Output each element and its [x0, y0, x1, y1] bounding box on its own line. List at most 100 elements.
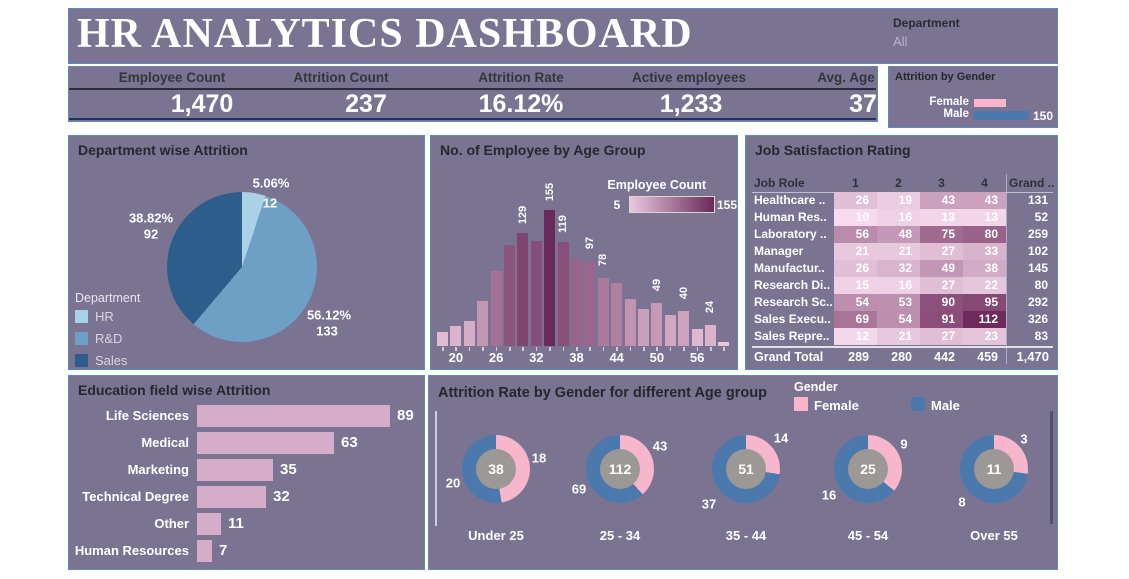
- pie-data-label: 133: [316, 323, 338, 339]
- heat-cell[interactable]: 21: [834, 243, 877, 260]
- heat-cell[interactable]: 22: [963, 277, 1006, 294]
- heat-cell[interactable]: 38: [963, 260, 1006, 277]
- edu-category-label: Other: [154, 516, 189, 531]
- grand-total-value: 280: [891, 350, 912, 364]
- edu-bar[interactable]: [197, 513, 221, 535]
- heat-cell[interactable]: 15: [834, 277, 877, 294]
- heat-cell[interactable]: 27: [920, 328, 963, 345]
- age-bar[interactable]: [557, 242, 569, 346]
- legend-swatch[interactable]: [75, 354, 88, 367]
- age-bar[interactable]: [437, 332, 448, 346]
- age-bar[interactable]: [517, 233, 529, 346]
- heat-cell[interactable]: 26: [834, 192, 877, 209]
- row-label[interactable]: Human Res..: [754, 210, 827, 224]
- age-bar[interactable]: [504, 245, 515, 346]
- age-bar[interactable]: [571, 259, 582, 346]
- heat-cell[interactable]: 112: [963, 311, 1006, 328]
- gender-bar[interactable]: [974, 111, 1029, 120]
- filter-value-dropdown[interactable]: All: [893, 34, 908, 49]
- age-bar[interactable]: [490, 271, 502, 346]
- column-header[interactable]: Grand ..: [1009, 176, 1055, 190]
- heat-cell[interactable]: 32: [877, 260, 920, 277]
- heat-cell[interactable]: 48: [877, 226, 920, 243]
- department-filter[interactable]: Department All: [893, 16, 960, 49]
- age-bar[interactable]: [597, 278, 609, 346]
- column-header[interactable]: 2: [895, 176, 902, 190]
- row-label[interactable]: Manager: [754, 244, 804, 258]
- row-label[interactable]: Research Sc..: [754, 295, 833, 309]
- heat-cell[interactable]: 23: [963, 328, 1006, 345]
- age-bar[interactable]: [651, 303, 663, 346]
- edu-bar[interactable]: [197, 432, 334, 454]
- age-bar[interactable]: [664, 315, 676, 346]
- age-bar[interactable]: [450, 326, 462, 346]
- heat-cell[interactable]: 33: [963, 243, 1006, 260]
- heat-cell[interactable]: 53: [877, 294, 920, 311]
- row-label[interactable]: Healthcare ..: [754, 193, 826, 207]
- female-legend-swatch[interactable]: [794, 397, 808, 411]
- age-bar[interactable]: [584, 261, 596, 346]
- age-bar[interactable]: [477, 301, 489, 346]
- age-bar[interactable]: [463, 321, 475, 346]
- heat-cell[interactable]: 13: [920, 209, 963, 226]
- heat-cell[interactable]: 21: [877, 328, 920, 345]
- row-label[interactable]: Sales Execu..: [754, 312, 831, 326]
- kpi-label: Employee Count: [118, 70, 226, 85]
- heat-cell[interactable]: 90: [920, 294, 963, 311]
- edu-bar[interactable]: [197, 486, 266, 508]
- heat-cell[interactable]: 56: [834, 226, 877, 243]
- heat-cell[interactable]: 43: [920, 192, 963, 209]
- heat-cell[interactable]: 91: [920, 311, 963, 328]
- legend-title: Employee Count: [607, 178, 706, 192]
- heat-cell[interactable]: 27: [920, 243, 963, 260]
- age-bar[interactable]: [530, 241, 542, 346]
- column-header[interactable]: 3: [938, 176, 945, 190]
- age-bar[interactable]: [691, 329, 703, 346]
- heat-cell[interactable]: 75: [920, 226, 963, 243]
- heat-cell[interactable]: 27: [920, 277, 963, 294]
- heat-cell[interactable]: 21: [877, 243, 920, 260]
- heat-cell[interactable]: 13: [963, 209, 1006, 226]
- heat-cell[interactable]: 49: [920, 260, 963, 277]
- age-bar[interactable]: [638, 309, 649, 346]
- heat-cell[interactable]: 54: [834, 294, 877, 311]
- age-bar[interactable]: [611, 283, 623, 346]
- heat-cell[interactable]: 54: [877, 311, 920, 328]
- heat-cell[interactable]: 69: [834, 311, 877, 328]
- edu-bar[interactable]: [197, 459, 273, 481]
- heat-cell[interactable]: 16: [877, 277, 920, 294]
- bar-value-label: 49: [649, 270, 665, 300]
- heat-cell[interactable]: 12: [834, 328, 877, 345]
- row-label[interactable]: Research Di..: [754, 278, 831, 292]
- heat-cell[interactable]: 19: [877, 192, 920, 209]
- column-header[interactable]: Job Role: [754, 176, 805, 190]
- age-bar[interactable]: [718, 342, 730, 346]
- male-legend-swatch[interactable]: [911, 397, 925, 411]
- gender-bar[interactable]: [974, 99, 1006, 107]
- age-bar[interactable]: [544, 210, 556, 346]
- row-total: 145: [1027, 261, 1048, 275]
- scrollbar[interactable]: [1050, 411, 1053, 524]
- edu-bar[interactable]: [197, 540, 212, 562]
- heat-cell[interactable]: 80: [963, 226, 1006, 243]
- row-label[interactable]: Laboratory ..: [754, 227, 827, 241]
- column-header[interactable]: 4: [981, 176, 988, 190]
- age-bar[interactable]: [624, 299, 636, 346]
- age-bar[interactable]: [678, 311, 690, 346]
- legend-min: 5: [613, 198, 621, 212]
- edu-bar[interactable]: [197, 405, 390, 427]
- legend-swatch[interactable]: [75, 310, 88, 323]
- heat-cell[interactable]: 16: [877, 209, 920, 226]
- heat-cell[interactable]: 26: [834, 260, 877, 277]
- heat-cell[interactable]: 95: [963, 294, 1006, 311]
- row-label[interactable]: Manufactur..: [754, 261, 825, 275]
- pie-chart[interactable]: [167, 192, 317, 342]
- column-header[interactable]: 1: [852, 176, 859, 190]
- age-bar[interactable]: [705, 325, 716, 346]
- row-label[interactable]: Sales Repre..: [754, 329, 830, 343]
- legend-swatch[interactable]: [75, 332, 88, 345]
- heat-cell[interactable]: 43: [963, 192, 1006, 209]
- row-total: 259: [1027, 227, 1048, 241]
- heat-cell[interactable]: 10: [834, 209, 877, 226]
- edu-bar-value: 35: [280, 461, 297, 478]
